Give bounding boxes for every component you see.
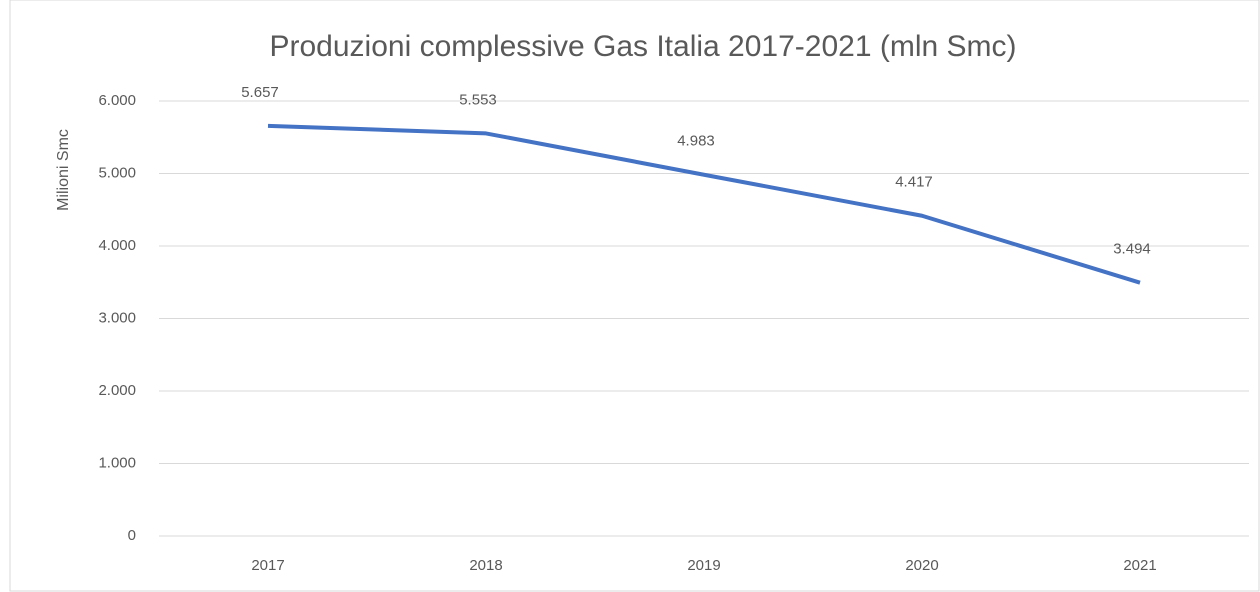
x-tick-label: 2017 [251, 557, 284, 574]
data-label: 4.983 [677, 133, 715, 150]
y-tick-label: 3.000 [98, 309, 136, 326]
y-tick-label: 1.000 [98, 454, 136, 471]
chart-title: Produzioni complessive Gas Italia 2017-2… [270, 30, 1017, 63]
y-tick-label: 4.000 [98, 237, 136, 254]
x-tick-label: 2020 [905, 557, 938, 574]
x-tick-label: 2018 [469, 557, 502, 574]
y-axis-title: Milioni Smc [55, 129, 72, 211]
x-tick-label: 2021 [1123, 557, 1156, 574]
data-label: 3.494 [1113, 241, 1151, 258]
data-label: 4.417 [895, 174, 933, 191]
x-tick-label: 2019 [687, 557, 720, 574]
data-line [267, 123, 1141, 285]
y-tick-label: 2.000 [98, 382, 136, 399]
data-label: 5.657 [241, 84, 279, 101]
y-tick-label: 5.000 [98, 164, 136, 181]
chart-frame [9, 0, 1260, 592]
data-label: 5.553 [459, 91, 497, 108]
y-tick-label: 6.000 [98, 92, 136, 109]
y-tick-label: 0 [128, 527, 136, 544]
